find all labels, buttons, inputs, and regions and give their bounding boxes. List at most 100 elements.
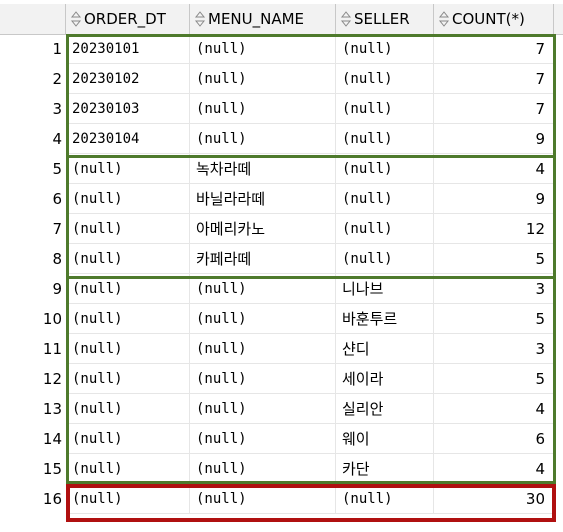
cell-order-dt[interactable]: 20230101 [66,34,190,64]
cell-order-dt[interactable]: (null) [66,424,190,454]
row-number: 16 [42,490,62,508]
cell-menu-name[interactable]: (null) [190,94,336,124]
cell-seller[interactable]: (null) [336,124,434,154]
cell-count[interactable]: 5 [434,244,554,274]
table-row[interactable]: 14 (null) (null) 웨이 6 [0,424,563,454]
cell-menu-name[interactable]: 아메리카노 [190,214,336,244]
column-header-seller[interactable]: SELLER [336,4,434,34]
cell-menu-name[interactable]: (null) [190,304,336,334]
table-row[interactable]: 15 (null) (null) 카단 4 [0,454,563,484]
cell-seller[interactable]: 웨이 [336,424,434,454]
cell-count[interactable]: 30 [434,484,554,514]
column-header-count[interactable]: COUNT(*) [434,4,554,34]
cell-seller[interactable]: (null) [336,94,434,124]
column-header-menu-name[interactable]: MENU_NAME [190,4,336,34]
cell-seller[interactable]: 세이라 [336,364,434,394]
cell-order-dt[interactable]: (null) [66,184,190,214]
table-row[interactable]: 4 20230104 (null) (null) 9 [0,124,563,154]
grid-header: ORDER_DT MENU_NAME SELLER COUNT(*) [0,4,563,35]
row-number: 2 [52,70,62,88]
cell-count[interactable]: 4 [434,394,554,424]
cell-count[interactable]: 7 [434,94,554,124]
row-number: 6 [52,190,62,208]
cell-count[interactable]: 9 [434,124,554,154]
cell-menu-name[interactable]: (null) [190,34,336,64]
cell-menu-name[interactable]: (null) [190,124,336,154]
cell-seller[interactable]: (null) [336,154,434,184]
row-number: 7 [52,220,62,238]
cell-seller[interactable]: (null) [336,64,434,94]
cell-order-dt[interactable]: (null) [66,274,190,304]
table-row[interactable]: 1 20230101 (null) (null) 7 [0,34,563,64]
cell-order-dt[interactable]: (null) [66,304,190,334]
table-row[interactable]: 13 (null) (null) 실리안 4 [0,394,563,424]
row-number: 14 [42,430,62,448]
cell-order-dt[interactable]: (null) [66,484,190,514]
cell-count[interactable]: 7 [434,34,554,64]
cell-menu-name[interactable]: 녹차라떼 [190,154,336,184]
cell-seller[interactable]: 샨디 [336,334,434,364]
cell-seller[interactable]: (null) [336,244,434,274]
cell-seller[interactable]: (null) [336,184,434,214]
row-number-header [0,4,66,34]
cell-count[interactable]: 3 [434,334,554,364]
cell-menu-name[interactable]: (null) [190,454,336,484]
cell-order-dt[interactable]: 20230102 [66,64,190,94]
cell-seller[interactable]: (null) [336,214,434,244]
cell-menu-name[interactable]: (null) [190,484,336,514]
cell-menu-name[interactable]: (null) [190,364,336,394]
cell-order-dt[interactable]: (null) [66,394,190,424]
table-row[interactable]: 9 (null) (null) 니나브 3 [0,274,563,304]
cell-count[interactable]: 12 [434,214,554,244]
cell-order-dt[interactable]: (null) [66,154,190,184]
table-row[interactable]: 5 (null) 녹차라떼 (null) 4 [0,154,563,184]
cell-count[interactable]: 6 [434,424,554,454]
table-row[interactable]: 16 (null) (null) (null) 30 [0,484,563,514]
table-row[interactable]: 6 (null) 바닐라라떼 (null) 9 [0,184,563,214]
table-row[interactable]: 3 20230103 (null) (null) 7 [0,94,563,124]
cell-menu-name[interactable]: 바닐라라떼 [190,184,336,214]
cell-count[interactable]: 4 [434,154,554,184]
cell-order-dt[interactable]: 20230103 [66,94,190,124]
row-number: 4 [52,130,62,148]
cell-seller[interactable]: (null) [336,34,434,64]
cell-count[interactable]: 3 [434,274,554,304]
row-number: 8 [52,250,62,268]
cell-menu-name[interactable]: (null) [190,424,336,454]
cell-menu-name[interactable]: (null) [190,274,336,304]
table-row[interactable]: 12 (null) (null) 세이라 5 [0,364,563,394]
row-number: 3 [52,100,62,118]
cell-count[interactable]: 7 [434,64,554,94]
cell-order-dt[interactable]: (null) [66,244,190,274]
column-header-label: COUNT(*) [452,10,525,28]
cell-order-dt[interactable]: (null) [66,214,190,244]
cell-order-dt[interactable]: (null) [66,454,190,484]
cell-seller[interactable]: (null) [336,484,434,514]
cell-seller[interactable]: 카단 [336,454,434,484]
table-row[interactable]: 8 (null) 카페라떼 (null) 5 [0,244,563,274]
cell-menu-name[interactable]: (null) [190,64,336,94]
cell-order-dt[interactable]: (null) [66,334,190,364]
cell-menu-name[interactable]: (null) [190,334,336,364]
cell-count[interactable]: 5 [434,364,554,394]
cell-seller[interactable]: 실리안 [336,394,434,424]
cell-seller[interactable]: 바훈투르 [336,304,434,334]
cell-seller[interactable]: 니나브 [336,274,434,304]
table-row[interactable]: 2 20230102 (null) (null) 7 [0,64,563,94]
cell-order-dt[interactable]: 20230104 [66,124,190,154]
row-number: 10 [42,310,62,328]
table-row[interactable]: 11 (null) (null) 샨디 3 [0,334,563,364]
cell-menu-name[interactable]: (null) [190,394,336,424]
row-number: 1 [52,40,62,58]
column-header-label: ORDER_DT [84,10,166,28]
table-row[interactable]: 7 (null) 아메리카노 (null) 12 [0,214,563,244]
cell-count[interactable]: 5 [434,304,554,334]
table-row[interactable]: 10 (null) (null) 바훈투르 5 [0,304,563,334]
row-number: 9 [52,280,62,298]
cell-count[interactable]: 9 [434,184,554,214]
column-header-order-dt[interactable]: ORDER_DT [66,4,190,34]
cell-count[interactable]: 4 [434,454,554,484]
cell-order-dt[interactable]: (null) [66,364,190,394]
column-header-label: SELLER [354,10,410,28]
cell-menu-name[interactable]: 카페라떼 [190,244,336,274]
